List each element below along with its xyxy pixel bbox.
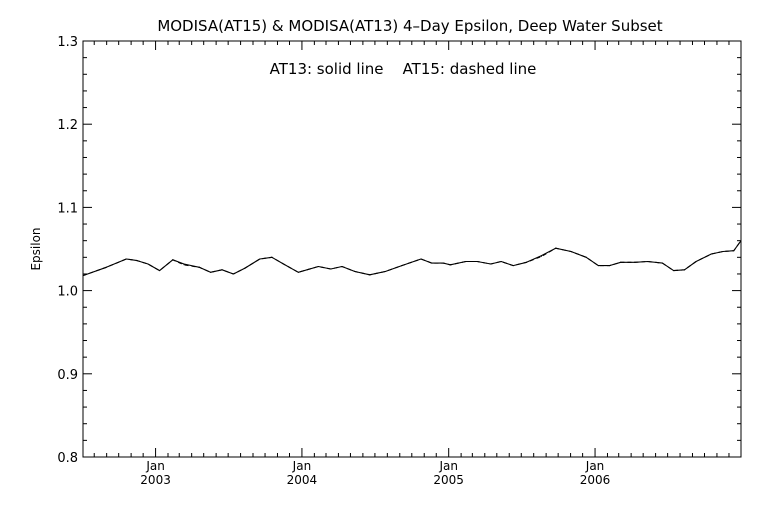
data-point-at13 bbox=[540, 255, 542, 257]
data-point-at15 bbox=[526, 261, 527, 263]
data-point-at15 bbox=[634, 261, 636, 263]
data-point-at15 bbox=[540, 256, 542, 257]
data-point-at15 bbox=[476, 261, 478, 262]
data-point-at15 bbox=[695, 261, 697, 262]
data-point-at15 bbox=[297, 271, 299, 273]
chart-title: MODISA(AT15) & MODISA(AT13) 4–Day Epsilo… bbox=[157, 17, 662, 35]
series-line-at13 bbox=[82, 240, 742, 277]
data-point-at15 bbox=[401, 265, 403, 267]
x-tick-month-label: Jan bbox=[292, 459, 312, 473]
data-point-at15 bbox=[585, 256, 587, 258]
data-point-at15 bbox=[259, 258, 261, 260]
data-point-at15 bbox=[661, 262, 663, 264]
x-tick-year-label: 2004 bbox=[287, 473, 318, 487]
y-tick-label: 1.2 bbox=[57, 118, 78, 133]
series-line-at15 bbox=[82, 240, 742, 277]
data-point-at15 bbox=[147, 263, 149, 265]
data-point-at15 bbox=[330, 268, 332, 270]
data-point-at15 bbox=[384, 271, 386, 272]
data-point-at15 bbox=[221, 269, 223, 271]
x-tick-month-label: Jan bbox=[585, 459, 605, 473]
y-tick-label: 0.9 bbox=[57, 368, 78, 383]
x-tick-year-label: 2005 bbox=[433, 473, 464, 487]
y-tick-label: 0.8 bbox=[57, 451, 78, 466]
line-style-legend: AT13: solid line AT15: dashed line bbox=[270, 60, 537, 78]
data-point-at15 bbox=[722, 251, 724, 252]
y-tick-label: 1.0 bbox=[57, 285, 78, 300]
data-point-at15 bbox=[684, 269, 685, 271]
data-point-at15 bbox=[232, 273, 234, 275]
data-point-at15 bbox=[244, 267, 246, 269]
data-point-at15 bbox=[431, 262, 433, 264]
plot-frame bbox=[82, 40, 742, 458]
y-tick-label: 1.3 bbox=[57, 35, 78, 50]
data-point-at15 bbox=[136, 260, 138, 262]
data-point-at15 bbox=[500, 261, 502, 262]
data-point-at15 bbox=[172, 259, 174, 261]
data-point-at15 bbox=[271, 256, 273, 258]
data-point-at15 bbox=[647, 261, 649, 262]
data-point-at15 bbox=[125, 258, 127, 260]
data-point-at15 bbox=[620, 261, 622, 263]
x-tick-month-label: Jan bbox=[438, 459, 458, 473]
data-point-at15 bbox=[317, 266, 319, 267]
data-point-at15 bbox=[673, 270, 675, 272]
x-tick-year-label: 2006 bbox=[580, 473, 611, 487]
data-point-at15 bbox=[369, 274, 371, 276]
y-tick-label: 1.1 bbox=[57, 201, 78, 216]
data-point-at15 bbox=[159, 270, 161, 272]
data-point-at15 bbox=[283, 263, 284, 265]
x-tick-month-label: Jan bbox=[145, 459, 165, 473]
data-point-at15 bbox=[570, 251, 572, 252]
data-point-at13 bbox=[183, 263, 185, 265]
series-layer bbox=[82, 240, 742, 277]
data-point-at15 bbox=[710, 253, 712, 255]
data-point-at15 bbox=[210, 271, 211, 273]
y-axis-label: Epsilon bbox=[29, 227, 43, 270]
data-point-at15 bbox=[597, 265, 599, 267]
data-point-at15 bbox=[183, 264, 185, 266]
data-point-at15 bbox=[555, 247, 557, 249]
data-point-at15 bbox=[354, 271, 356, 272]
data-point-at15 bbox=[82, 275, 84, 277]
data-point-at15 bbox=[465, 261, 467, 262]
data-point-at15 bbox=[740, 240, 742, 242]
data-point-at15 bbox=[490, 263, 492, 265]
y-axis-ticks: 0.8 0.9 1.0 1.1 1.2 1.3 bbox=[57, 35, 741, 466]
data-point-at15 bbox=[443, 262, 444, 264]
data-point-at15 bbox=[105, 266, 107, 268]
x-tick-year-label: 2003 bbox=[140, 473, 171, 487]
data-point-at15 bbox=[733, 250, 735, 252]
data-point-at15 bbox=[512, 265, 514, 267]
data-point-at15 bbox=[341, 266, 343, 267]
data-point-at15 bbox=[198, 266, 200, 268]
data-point-at15 bbox=[449, 264, 451, 266]
data-point-at15 bbox=[609, 265, 610, 267]
data-point-at15 bbox=[420, 258, 422, 260]
